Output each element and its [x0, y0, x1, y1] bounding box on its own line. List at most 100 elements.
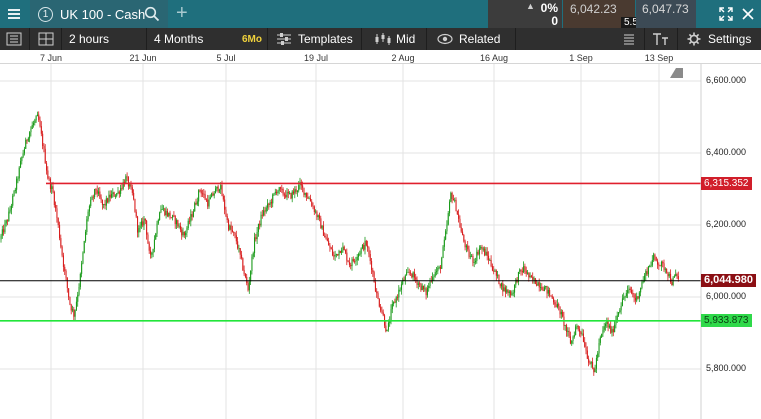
settings-label: Settings	[708, 32, 752, 46]
candle	[504, 285, 506, 298]
instrument-tab[interactable]: 1 UK 100 - Cash	[30, 0, 168, 28]
related-button[interactable]: Related	[437, 28, 500, 50]
list-icon	[624, 34, 634, 45]
candle	[200, 188, 202, 198]
candle	[319, 212, 321, 222]
close-icon[interactable]	[741, 7, 755, 21]
candle	[588, 355, 590, 367]
period-badge[interactable]: 6Mo	[242, 33, 262, 45]
candle	[21, 156, 23, 165]
candle	[104, 199, 106, 210]
price-type-button[interactable]: Mid	[374, 28, 415, 50]
candle	[386, 329, 388, 332]
candle	[582, 329, 584, 343]
candle	[143, 216, 145, 230]
candle	[358, 252, 360, 261]
chart-canvas[interactable]	[0, 64, 761, 419]
candle	[569, 331, 571, 345]
candle	[385, 321, 387, 333]
chart-list-button[interactable]	[622, 28, 636, 50]
candle	[350, 262, 352, 270]
panel-toggle-button[interactable]	[6, 28, 22, 50]
candle	[117, 187, 119, 195]
candle	[423, 285, 425, 292]
candle	[198, 189, 200, 207]
candle	[477, 249, 479, 256]
chart-toolbar: 2 hours 4 Months 6Mo Templates Mid Relat…	[0, 28, 761, 50]
candle	[611, 326, 613, 337]
candle	[289, 191, 291, 195]
candle	[510, 290, 512, 298]
candle	[664, 267, 666, 274]
tab-number: 1	[38, 6, 53, 22]
time-label: 2 Aug	[391, 53, 415, 63]
candle	[382, 309, 384, 317]
candle	[641, 279, 643, 290]
candle	[556, 299, 558, 309]
templates-button[interactable]: Templates	[276, 28, 353, 50]
candle	[1, 225, 3, 239]
candle	[138, 225, 140, 238]
candle	[217, 184, 219, 194]
candle	[443, 236, 445, 251]
menu-button[interactable]	[0, 0, 28, 28]
candle	[361, 244, 363, 250]
sell-price-button[interactable]: 6,042.23 5.50	[563, 0, 647, 29]
candle	[629, 286, 631, 293]
candle	[202, 189, 204, 197]
candle	[490, 255, 492, 268]
candle	[29, 131, 31, 143]
candle	[3, 224, 5, 236]
candle	[39, 116, 41, 128]
candle	[542, 286, 544, 292]
candle	[74, 309, 76, 322]
candle	[216, 186, 218, 192]
candle	[595, 354, 597, 373]
candle	[257, 223, 259, 237]
eye-icon	[437, 33, 453, 45]
candle	[348, 257, 350, 268]
candle	[400, 281, 402, 295]
add-tab-icon[interactable]: +	[176, 2, 188, 24]
candle	[439, 265, 441, 274]
candle	[619, 308, 621, 314]
candle	[646, 267, 648, 276]
candle	[593, 367, 595, 376]
candle	[209, 194, 211, 200]
candle	[326, 234, 328, 242]
candle	[36, 111, 38, 117]
range-selector[interactable]: 4 Months	[154, 32, 204, 46]
candle	[455, 197, 457, 212]
price-chart[interactable]: 6,600.000 6,400.000 6,200.000 6,000.000 5,80…	[0, 64, 761, 419]
candle	[211, 192, 213, 198]
text-size-button[interactable]	[652, 28, 670, 50]
candle	[478, 245, 480, 260]
candle	[640, 287, 642, 297]
candle	[397, 294, 399, 301]
candle	[480, 245, 482, 250]
settings-button[interactable]: Settings	[687, 28, 751, 50]
candle	[356, 254, 358, 266]
search-icon[interactable]	[144, 6, 160, 22]
candle	[243, 265, 245, 276]
candle	[572, 335, 574, 345]
buy-price-button[interactable]: 6,047.73	[636, 0, 696, 28]
candle	[100, 194, 102, 203]
candle	[393, 301, 395, 307]
candle	[367, 240, 369, 252]
candle	[172, 214, 174, 221]
interval-selector[interactable]: 2 hours	[69, 32, 110, 46]
expand-icon[interactable]	[719, 7, 733, 21]
candle	[86, 216, 88, 235]
candle	[70, 303, 72, 315]
layout-button[interactable]	[38, 28, 54, 50]
candle	[12, 193, 14, 208]
candle	[597, 351, 599, 361]
candle	[663, 259, 665, 272]
candle	[415, 273, 417, 283]
candle	[35, 115, 37, 123]
candle	[34, 118, 36, 126]
candle	[234, 232, 236, 239]
candle	[430, 276, 432, 283]
candle	[658, 262, 660, 270]
